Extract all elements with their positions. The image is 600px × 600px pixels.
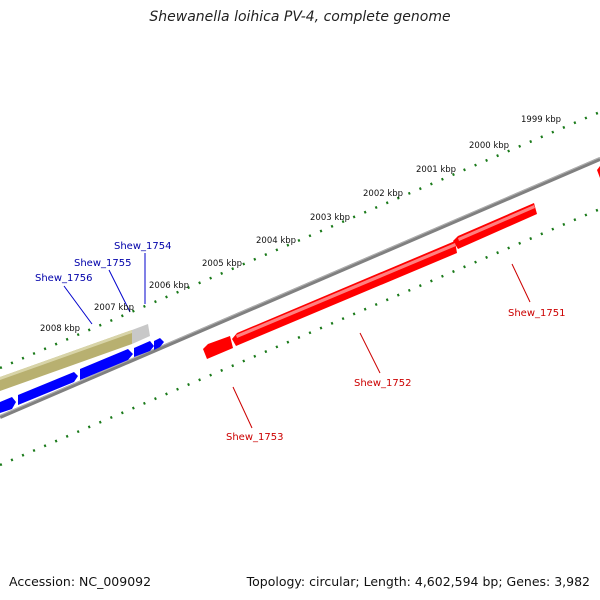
scale-label: 2002 kbp [363,189,403,199]
map-title: Shewanella loihica PV-4, complete genome [149,9,451,25]
gene-shew-1754[interactable] [154,338,164,350]
gene-label-shew-1752[interactable]: Shew_1752 [354,378,411,389]
gene-label-shew-1751[interactable]: Shew_1751 [508,308,565,319]
scale-label: 2007 kbp [94,303,134,313]
forward-label-leaders [63,253,146,325]
gray-feature-band [132,324,150,344]
gene-arrow[interactable] [80,349,133,380]
genome-backbone-highlight [0,157,600,416]
gene-label-shew-1755[interactable]: Shew_1755 [74,258,131,269]
olive-feature-edge [0,330,132,380]
gene-label-shew-1754[interactable]: Shew_1754 [114,241,171,252]
genome-backbone [0,157,600,419]
scale-label: 2001 kbp [416,165,456,175]
reverse-label-leaders [232,263,531,429]
scale-label: 2004 kbp [256,236,296,246]
scale-label: 2003 kbp [310,213,350,223]
reverse-gene-highlights [236,205,535,338]
gene-shew-1753[interactable] [203,336,233,359]
scale-label: 1999 kbp [521,115,561,125]
olive-feature-band [0,330,132,391]
forward-genes [0,338,164,413]
scale-label: 2006 kbp [149,281,189,291]
topology-text: Topology: circular; Length: 4,602,594 bp… [246,574,590,589]
scale-label: 2005 kbp [202,259,242,269]
gene-arrow[interactable] [0,397,16,413]
gene-label-shew-1756[interactable]: Shew_1756 [35,273,92,284]
inner-scale-line [0,207,600,467]
scale-label: 2000 kbp [469,141,509,151]
scale-label: 2008 kbp [40,324,80,334]
accession-text: Accession: NC_009092 [9,574,152,589]
gene-edge-right[interactable] [597,166,600,178]
gene-label-shew-1753[interactable]: Shew_1753 [226,432,283,443]
gene-arrow[interactable] [134,341,154,357]
gene-arrow[interactable] [18,372,78,405]
outer-scale-line [0,110,600,370]
